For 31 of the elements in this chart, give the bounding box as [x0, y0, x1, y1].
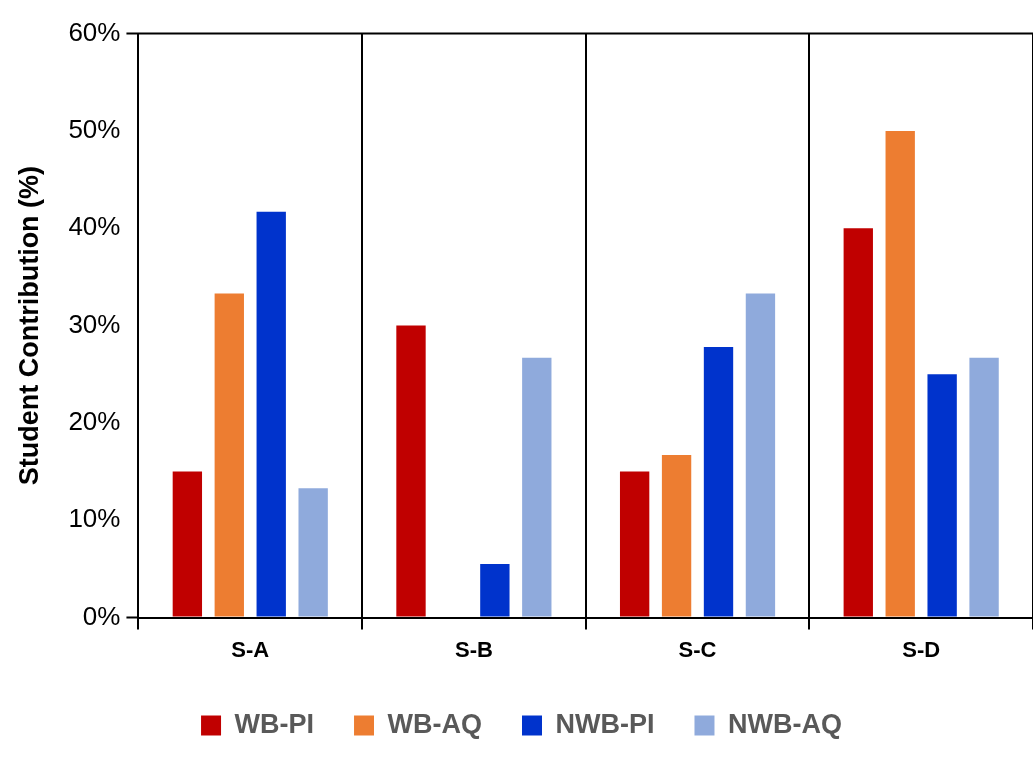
x-tick-label: S-B — [454, 636, 493, 662]
x-tick-label: S-A — [231, 636, 270, 662]
x-tick-label: S-D — [902, 636, 941, 662]
bar — [661, 455, 692, 617]
legend-label: WB-PI — [234, 708, 315, 739]
bar — [396, 325, 426, 617]
bar — [745, 293, 776, 617]
y-tick-label: 30% — [68, 308, 121, 339]
bar — [969, 357, 999, 617]
y-tick-label: 50% — [68, 114, 121, 145]
y-axis-title: Student Contribution (%) — [13, 165, 44, 486]
legend-label: NWB-PI — [555, 708, 655, 739]
legend-label: NWB-AQ — [727, 708, 842, 739]
bar — [256, 211, 286, 617]
legend-label: WB-AQ — [387, 708, 483, 739]
x-tick-label: S-C — [678, 636, 717, 662]
bar — [298, 488, 328, 617]
y-tick-label: 0% — [82, 600, 121, 631]
y-tick-label: 10% — [68, 503, 121, 534]
bar — [214, 293, 244, 617]
bar — [172, 471, 203, 617]
bar — [480, 564, 510, 617]
y-tick-label: 40% — [68, 211, 121, 242]
bar — [703, 347, 734, 617]
bar — [522, 357, 552, 617]
bar — [885, 130, 915, 617]
bar — [843, 228, 873, 617]
bar — [927, 374, 957, 617]
y-tick-label: 60% — [68, 16, 121, 47]
bar — [619, 471, 650, 617]
y-tick-label: 20% — [68, 406, 121, 437]
